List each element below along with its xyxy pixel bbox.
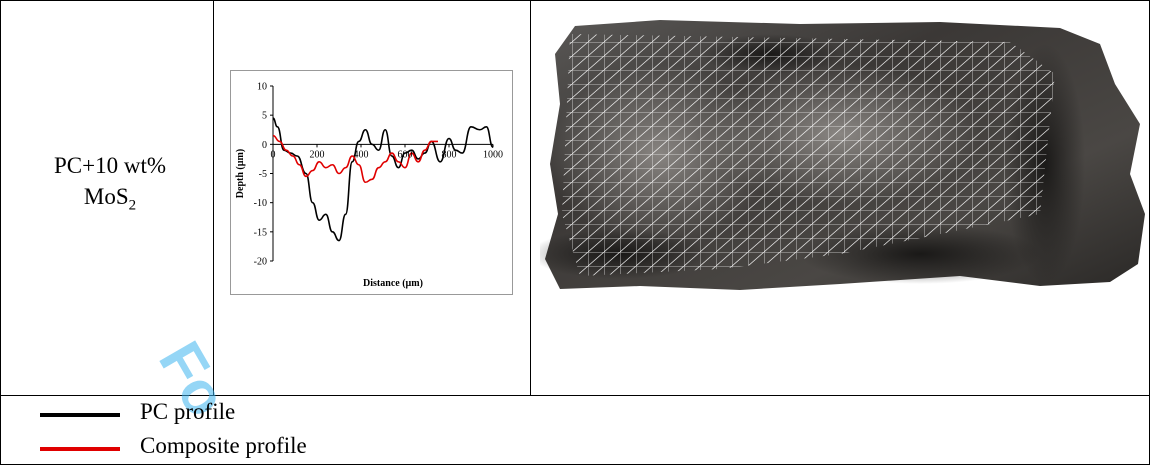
y-tick-label: 0: [262, 140, 267, 151]
x-tick-label: 1000: [483, 149, 503, 160]
wear-track-3d-image: [530, 14, 1148, 296]
y-axis-title: Depth (µm): [235, 149, 246, 198]
x-tick-label: 200: [310, 149, 325, 160]
y-tick-label: 10: [257, 82, 267, 93]
legend-label-pc: PC profile: [140, 399, 236, 424]
x-axis-title: Distance (µm): [363, 278, 423, 289]
series-line-pc-profile: [272, 117, 494, 242]
sample-label-line2: MoS2: [10, 181, 210, 222]
series-line-composite-profile: [272, 134, 438, 184]
legend-line-composite: [40, 447, 120, 451]
y-tick-label: 5: [262, 111, 267, 122]
legend-line-pc: [40, 413, 120, 417]
y-tick-label: -5: [259, 169, 267, 180]
column-divider-1: [213, 0, 214, 396]
row-divider: [0, 395, 1150, 396]
column-divider-2: [530, 0, 531, 396]
depth-profile-chart: 10 5 0 -5 -10 -15 -20 0 200 400 600 800 1000 Distance…: [230, 70, 513, 295]
y-tick-label: -15: [254, 227, 267, 238]
sample-formula-subscript: 2: [128, 197, 137, 214]
x-tick-label: 800: [442, 149, 457, 160]
legend-label-composite: Composite profile: [140, 433, 307, 458]
x-tick-label: 400: [354, 149, 369, 160]
sample-label: PC+10 wt% MoS2: [10, 150, 210, 222]
x-tick-label: 0: [271, 149, 276, 160]
y-tick-label: -10: [254, 198, 267, 209]
x-tick-label: 600: [398, 149, 413, 160]
sample-formula: MoS: [83, 184, 129, 209]
sample-label-line1: PC+10 wt%: [53, 153, 166, 178]
y-tick-label: -20: [254, 257, 267, 268]
depth-profile-svg: 10 5 0 -5 -10 -15 -20 0 200 400 600 800 1000 Distance…: [235, 82, 503, 290]
wear-track-3d-svg: [530, 20, 1145, 290]
